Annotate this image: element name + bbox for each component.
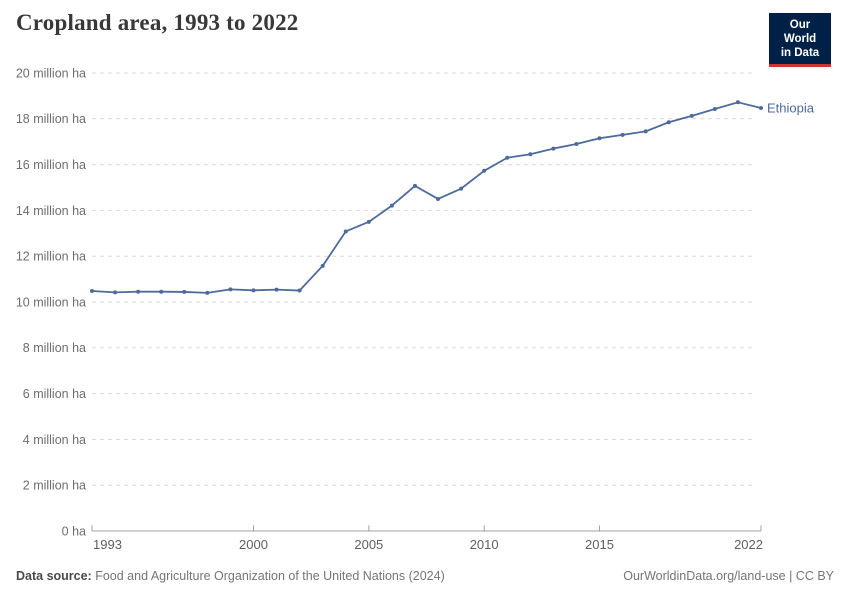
credit-link[interactable]: OurWorldinData.org/land-use | CC BY — [623, 569, 834, 583]
y-axis-tick-label: 2 million ha — [23, 479, 86, 493]
owid-logo[interactable]: Our World in Data — [769, 13, 831, 67]
data-point[interactable] — [136, 289, 141, 294]
y-axis-tick-label: 0 ha — [62, 524, 86, 538]
data-point[interactable] — [436, 196, 441, 201]
data-point[interactable] — [735, 100, 740, 105]
x-axis-tick-label: 1993 — [93, 537, 122, 552]
data-point[interactable] — [297, 288, 302, 293]
data-point[interactable] — [90, 289, 94, 294]
data-point[interactable] — [343, 229, 348, 234]
chart-title: Cropland area, 1993 to 2022 — [16, 10, 299, 35]
data-point[interactable] — [320, 263, 325, 268]
data-source-label: Data source: — [16, 569, 92, 583]
y-axis-tick-label: 8 million ha — [23, 341, 86, 355]
owid-logo-line1: Our World — [783, 19, 817, 45]
data-point[interactable] — [666, 120, 671, 125]
data-point[interactable] — [159, 289, 164, 294]
y-axis-tick-label: 14 million ha — [16, 204, 86, 218]
y-axis-tick-label: 6 million ha — [23, 387, 86, 401]
data-point[interactable] — [620, 132, 625, 137]
data-point[interactable] — [528, 152, 533, 157]
data-point[interactable] — [597, 136, 602, 141]
series-label[interactable]: Ethiopia — [767, 101, 815, 116]
data-point[interactable] — [551, 146, 556, 151]
data-point[interactable] — [643, 129, 648, 134]
data-point[interactable] — [412, 183, 417, 188]
y-axis-tick-label: 20 million ha — [16, 66, 86, 80]
x-axis-tick-label: 2005 — [354, 537, 383, 552]
x-axis-tick-label: 2000 — [239, 537, 268, 552]
x-axis-tick-label: 2022 — [734, 537, 763, 552]
data-point[interactable] — [113, 290, 118, 295]
chart-footer: Data source: Food and Agriculture Organi… — [16, 569, 834, 583]
y-axis-tick-label: 16 million ha — [16, 158, 86, 172]
y-axis-tick-label: 4 million ha — [23, 433, 86, 447]
data-point[interactable] — [574, 141, 579, 146]
data-source-text: Food and Agriculture Organization of the… — [95, 569, 445, 583]
data-line[interactable] — [91, 101, 762, 294]
data-point[interactable] — [251, 288, 256, 293]
data-point[interactable] — [482, 168, 487, 173]
x-axis-tick-label: 2010 — [470, 537, 499, 552]
data-point[interactable] — [759, 106, 763, 111]
data-point[interactable] — [228, 287, 233, 292]
data-point[interactable] — [459, 186, 464, 191]
data-point[interactable] — [689, 113, 694, 118]
data-point[interactable] — [505, 155, 510, 160]
data-point[interactable] — [366, 219, 371, 224]
x-axis-tick-label: 2015 — [585, 537, 614, 552]
data-point[interactable] — [274, 287, 279, 292]
owid-logo-line2: in Data — [780, 47, 820, 59]
data-point[interactable] — [205, 290, 210, 295]
data-point[interactable] — [389, 203, 394, 208]
data-point[interactable] — [712, 106, 717, 111]
y-axis-tick-label: 10 million ha — [16, 295, 86, 309]
y-axis-tick-label: 18 million ha — [16, 112, 86, 126]
data-source-note: Data source: Food and Agriculture Organi… — [16, 569, 445, 583]
y-axis-tick-label: 12 million ha — [16, 250, 86, 264]
data-point[interactable] — [182, 289, 187, 294]
